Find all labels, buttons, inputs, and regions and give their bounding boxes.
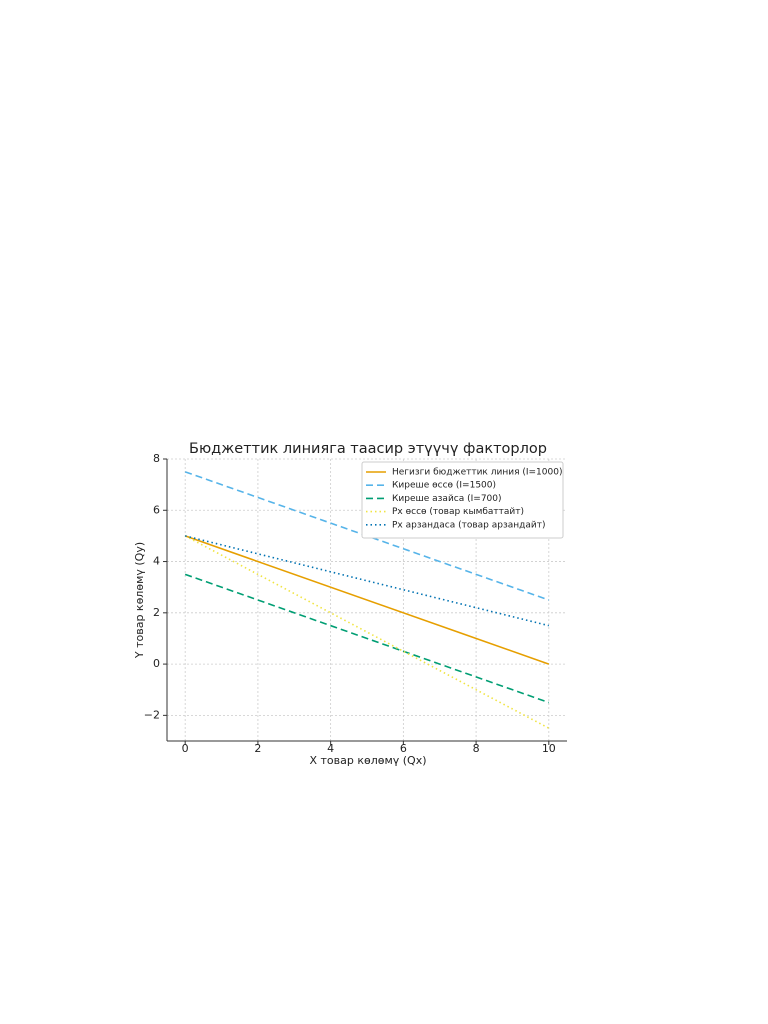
chart-title: Бюджеттик линияга таасир этүүчү факторло… [189, 441, 547, 457]
x-axis-label: X товар көлөмү (Qx) [309, 754, 426, 767]
y-axis-label: Y товар көлөмү (Qy) [133, 542, 146, 659]
y-tick-label: 0 [153, 657, 160, 670]
x-tick-label: 8 [473, 742, 480, 755]
y-tick-label: 4 [153, 555, 160, 568]
legend-label: Киреше өссө (I=1500) [392, 481, 496, 491]
legend-label: Киреше азайса (I=700) [392, 494, 502, 504]
y-tick-label: 8 [153, 452, 160, 465]
legend-label: Px арзандаса (товар арзандайт) [392, 520, 546, 530]
series-line [184, 535, 550, 729]
legend-label: Негизги бюджеттик линия (I=1000) [392, 468, 562, 478]
series-line [184, 535, 550, 665]
series-line [184, 535, 550, 627]
series-line [184, 573, 550, 704]
x-tick-label: 4 [327, 742, 334, 755]
x-tick-label: 6 [400, 742, 407, 755]
legend-label: Px өссө (товар кымбаттайт) [392, 507, 524, 517]
y-tick-label: 6 [153, 503, 160, 516]
x-tick-label: 10 [542, 742, 556, 755]
x-tick-label: 0 [182, 742, 189, 755]
y-tick-label: −2 [144, 708, 160, 721]
legend-box [361, 461, 564, 539]
y-tick-label: 2 [153, 606, 160, 619]
x-tick-label: 2 [254, 742, 261, 755]
